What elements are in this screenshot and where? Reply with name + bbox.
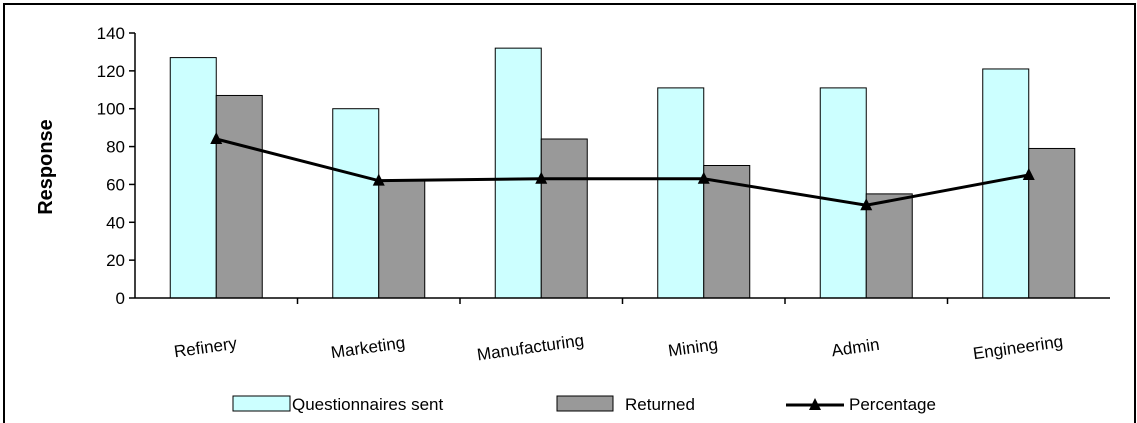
percentage-series-line bbox=[215, 137, 1030, 207]
percentage-line bbox=[210, 132, 1035, 211]
legend-swatch-questionnaires-sent bbox=[232, 395, 291, 412]
bar-returned bbox=[703, 165, 751, 299]
bar-returned bbox=[1028, 147, 1076, 299]
percentage-point-marker bbox=[860, 198, 873, 211]
y-tick-label: 100 bbox=[97, 100, 125, 119]
legend-swatch-returned bbox=[556, 395, 614, 412]
legend-label-returned: Returned bbox=[625, 395, 695, 414]
y-tick-label: 60 bbox=[106, 175, 125, 194]
bar-questionnaires-sent bbox=[169, 57, 217, 299]
bar-questionnaires-sent bbox=[494, 47, 542, 299]
y-tick-label: 0 bbox=[116, 289, 125, 308]
legend-triangle-icon bbox=[809, 398, 821, 410]
bar-questionnaires-sent bbox=[657, 87, 705, 299]
percentage-point-marker bbox=[535, 171, 548, 184]
y-tick-label: 80 bbox=[106, 138, 125, 157]
y-axis: 0 20 40 60 80 100 120 140 bbox=[97, 24, 136, 308]
y-tick-label: 20 bbox=[106, 251, 125, 270]
bar-questionnaires-sent bbox=[332, 108, 380, 299]
y-axis-label: Response bbox=[35, 119, 57, 215]
percentage-point-marker bbox=[210, 132, 223, 144]
y-tick-label: 120 bbox=[97, 62, 125, 81]
bar-returned bbox=[865, 193, 913, 299]
bar-returned bbox=[540, 138, 588, 299]
percentage-point-marker bbox=[372, 173, 385, 186]
y-tick-label: 40 bbox=[106, 213, 125, 232]
bar-questionnaires-sent bbox=[819, 87, 867, 299]
percentage-point-marker bbox=[1022, 167, 1035, 180]
y-tick-label: 140 bbox=[97, 24, 125, 43]
bar-returned bbox=[215, 94, 263, 299]
percentage-point-marker bbox=[697, 171, 710, 184]
bars bbox=[169, 47, 1076, 299]
legend: Questionnaires sent Returned Percentage bbox=[232, 395, 936, 414]
legend-label-questionnaires-sent: Questionnaires sent bbox=[292, 395, 443, 414]
bar-returned bbox=[378, 180, 426, 299]
legend-label-percentage: Percentage bbox=[849, 395, 936, 414]
